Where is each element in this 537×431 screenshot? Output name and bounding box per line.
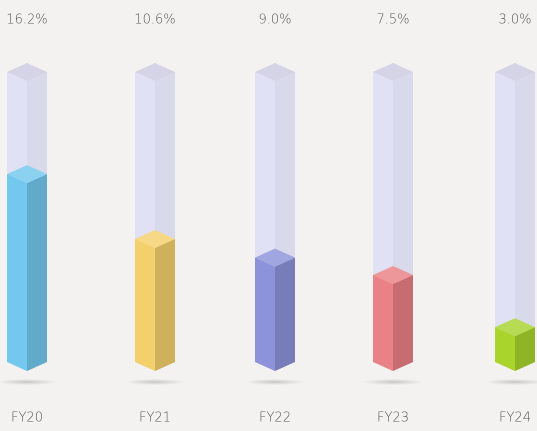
bar-front [7, 174, 27, 371]
bar-top-light [495, 318, 535, 337]
value-label: 9.0% [258, 13, 291, 28]
bar-top [495, 318, 535, 337]
track-top-light [255, 63, 295, 81]
bar-top [7, 165, 47, 184]
bar-front [255, 257, 275, 371]
x-tick-label: FY21 [139, 411, 171, 426]
bar-front [495, 327, 515, 371]
shadow [363, 379, 423, 385]
bar-top [373, 266, 413, 284]
bar-side [515, 327, 535, 371]
x-tick-label: FY24 [499, 411, 531, 426]
bar-top-light [7, 165, 47, 184]
track-side [515, 72, 535, 371]
track-top-light [373, 63, 413, 81]
bar-top-light [255, 248, 295, 267]
bar-side [393, 275, 413, 371]
bar-side [275, 257, 295, 371]
x-tick-label: FY23 [377, 411, 409, 426]
x-tick-label: FY22 [259, 411, 291, 426]
value-label: 10.6% [134, 13, 175, 28]
track-top-light [135, 63, 175, 81]
bar-side-shade [275, 257, 295, 371]
bar-side [155, 239, 175, 371]
track-top-light [7, 63, 47, 81]
shadow [0, 379, 57, 385]
bar-top-light [373, 266, 413, 284]
bar-top [135, 230, 175, 249]
value-label: 16.2% [6, 13, 47, 28]
bar-top [255, 248, 295, 267]
x-tick-label: FY20 [11, 411, 43, 426]
bar-side-shade [155, 239, 175, 371]
value-label: 3.0% [498, 13, 531, 28]
shadow [245, 379, 305, 385]
shadow [125, 379, 185, 385]
track-top-light [495, 63, 535, 81]
value-label: 7.5% [376, 13, 409, 28]
bar-side-shade [27, 174, 47, 371]
bar-top-light [135, 230, 175, 249]
shadow [485, 379, 537, 385]
track-front [495, 72, 515, 371]
bar-side [27, 174, 47, 371]
bar-front [135, 239, 155, 371]
bar-side-shade [515, 327, 535, 371]
bar-front [373, 275, 393, 371]
bar-side-shade [393, 275, 413, 371]
